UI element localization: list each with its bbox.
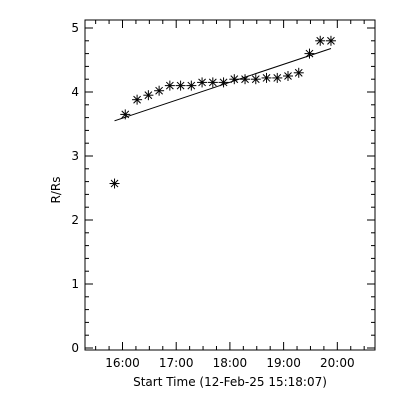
tick-labels: 16:00 17:00 18:00 19:00 20:00 0 1 2 3 4 5 xyxy=(71,21,354,370)
asterisk-stroke xyxy=(251,75,260,84)
asterisk-stroke xyxy=(262,74,271,82)
data-point xyxy=(315,35,326,46)
asterisk-stroke xyxy=(144,91,153,100)
fit-line xyxy=(114,48,332,122)
y-tick-label: 0 xyxy=(71,341,79,355)
y-tick-label: 5 xyxy=(71,21,79,35)
asterisk-stroke xyxy=(273,74,282,82)
asterisk-stroke xyxy=(284,72,292,80)
asterisk-stroke xyxy=(155,86,163,95)
asterisk-stroke xyxy=(121,110,130,119)
x-tick-label: 17:00 xyxy=(159,356,194,370)
asterisk-stroke xyxy=(327,36,335,45)
asterisk-stroke xyxy=(219,78,228,87)
y-tick-label: 3 xyxy=(71,149,79,163)
data-point xyxy=(218,77,229,88)
data-point xyxy=(293,67,304,78)
data-point xyxy=(154,85,165,96)
x-tick-label: 20:00 xyxy=(320,356,355,370)
asterisk-stroke xyxy=(110,179,119,188)
y-tick-label: 2 xyxy=(71,213,79,227)
y-tick-label: 4 xyxy=(71,85,79,99)
y-tick-label: 1 xyxy=(71,277,79,291)
data-point xyxy=(240,74,251,85)
data-point xyxy=(207,77,218,88)
data-point xyxy=(109,178,120,189)
data-point xyxy=(120,109,131,120)
data-point xyxy=(229,74,240,85)
data-point xyxy=(325,35,336,46)
tick-marks xyxy=(85,20,375,350)
asterisk-stroke xyxy=(294,68,303,77)
data-point xyxy=(164,80,175,91)
asterisk-stroke xyxy=(165,81,174,90)
data-point xyxy=(250,74,261,85)
data-point xyxy=(132,94,143,105)
data-point xyxy=(143,90,154,101)
data-point xyxy=(197,77,208,88)
x-tick-label: 19:00 xyxy=(266,356,301,370)
asterisk-stroke xyxy=(305,49,314,58)
asterisk-stroke xyxy=(133,95,141,104)
data-points xyxy=(109,35,336,189)
data-point xyxy=(272,72,283,83)
asterisk-stroke xyxy=(198,78,206,87)
y-axis-label: R/Rs xyxy=(49,177,63,204)
data-point xyxy=(186,80,197,91)
asterisk-stroke xyxy=(208,78,217,87)
asterisk-stroke xyxy=(187,81,196,90)
plot-frame xyxy=(84,19,376,351)
data-point xyxy=(283,71,293,81)
data-point xyxy=(261,72,272,83)
asterisk-stroke xyxy=(316,36,325,45)
x-tick-label: 18:00 xyxy=(213,356,248,370)
x-tick-label: 16:00 xyxy=(105,356,140,370)
x-axis-label: Start Time (12-Feb-25 15:18:07) xyxy=(133,375,327,389)
data-point xyxy=(304,48,315,59)
asterisk-stroke xyxy=(230,75,239,84)
asterisk-stroke xyxy=(176,81,185,90)
data-point xyxy=(175,80,186,91)
asterisk-stroke xyxy=(241,75,249,84)
